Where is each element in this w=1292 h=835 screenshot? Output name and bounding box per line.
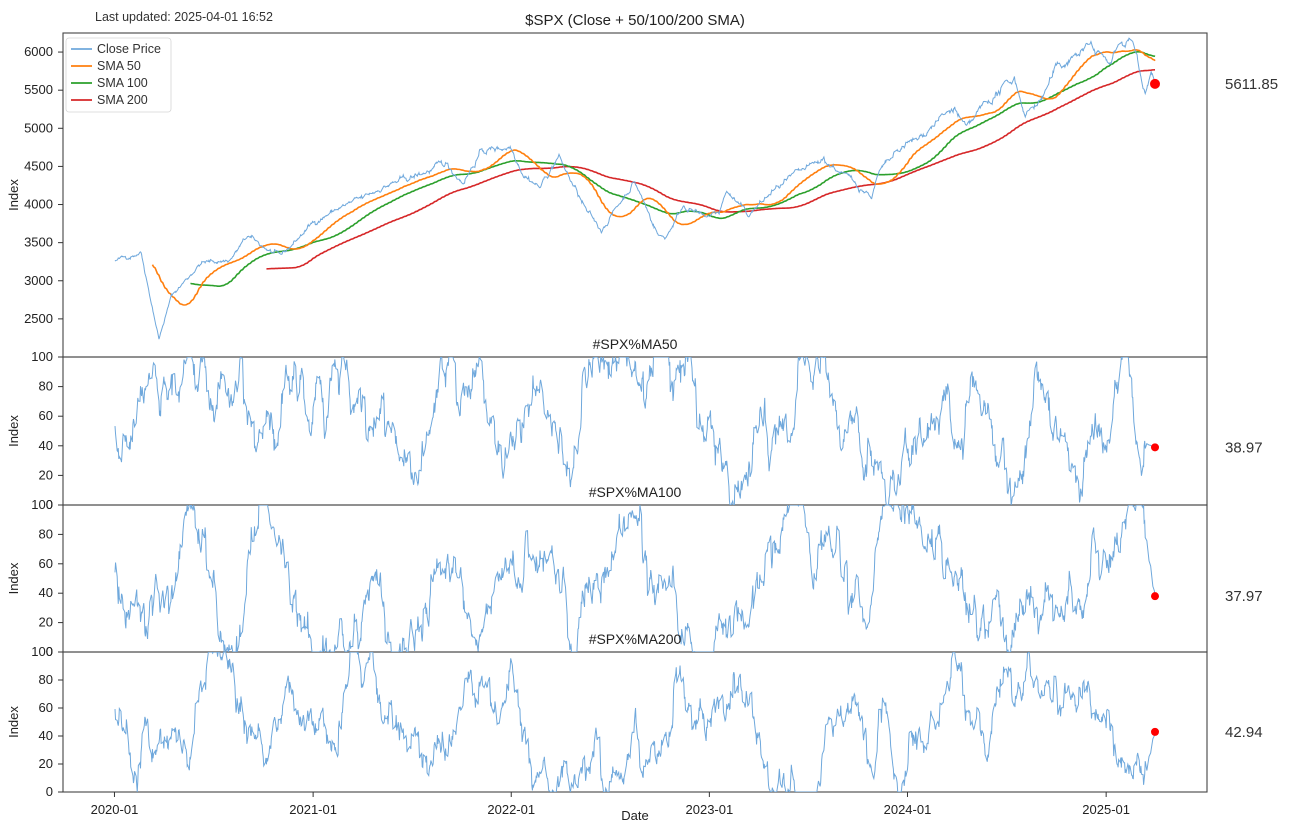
svg-text:2023-01: 2023-01 xyxy=(686,802,734,817)
svg-text:38.97: 38.97 xyxy=(1225,439,1263,456)
svg-text:5611.85: 5611.85 xyxy=(1225,76,1278,93)
svg-text:40: 40 xyxy=(39,585,53,600)
svg-text:20: 20 xyxy=(39,756,53,771)
svg-text:60: 60 xyxy=(39,556,53,571)
svg-text:37.97: 37.97 xyxy=(1225,588,1263,605)
svg-text:60: 60 xyxy=(39,700,53,715)
svg-text:100: 100 xyxy=(31,644,53,659)
svg-text:2020-01: 2020-01 xyxy=(91,802,139,817)
svg-text:#SPX%MA100: #SPX%MA100 xyxy=(589,484,682,500)
svg-text:5000: 5000 xyxy=(24,120,53,135)
svg-text:3000: 3000 xyxy=(24,273,53,288)
svg-text:42.94: 42.94 xyxy=(1225,724,1263,741)
svg-text:SMA 200: SMA 200 xyxy=(97,93,148,107)
svg-text:SMA 100: SMA 100 xyxy=(97,76,148,90)
svg-text:Index: Index xyxy=(6,415,21,447)
svg-text:100: 100 xyxy=(31,497,53,512)
svg-text:0: 0 xyxy=(46,784,53,799)
svg-text:2500: 2500 xyxy=(24,311,53,326)
svg-text:40: 40 xyxy=(39,728,53,743)
svg-text:Last updated: 2025-04-01 16:52: Last updated: 2025-04-01 16:52 xyxy=(95,10,273,24)
svg-text:#SPX%MA50: #SPX%MA50 xyxy=(593,336,678,352)
svg-text:Close Price: Close Price xyxy=(97,42,161,56)
svg-text:3500: 3500 xyxy=(24,235,53,250)
svg-text:2022-01: 2022-01 xyxy=(487,802,535,817)
svg-text:4500: 4500 xyxy=(24,158,53,173)
svg-text:SMA 50: SMA 50 xyxy=(97,59,141,73)
svg-text:20: 20 xyxy=(39,467,53,482)
svg-text:Date: Date xyxy=(621,808,648,823)
svg-text:40: 40 xyxy=(39,438,53,453)
svg-text:6000: 6000 xyxy=(24,44,53,59)
svg-text:2025-01: 2025-01 xyxy=(1082,802,1130,817)
svg-text:5500: 5500 xyxy=(24,82,53,97)
svg-text:60: 60 xyxy=(39,408,53,423)
svg-text:2024-01: 2024-01 xyxy=(884,802,932,817)
svg-text:4000: 4000 xyxy=(24,197,53,212)
svg-text:100: 100 xyxy=(31,349,53,364)
svg-text:$SPX (Close + 50/100/200 SMA): $SPX (Close + 50/100/200 SMA) xyxy=(525,12,745,29)
svg-text:Index: Index xyxy=(6,179,21,211)
svg-text:80: 80 xyxy=(39,379,53,394)
svg-text:Index: Index xyxy=(6,562,21,594)
svg-text:2021-01: 2021-01 xyxy=(289,802,337,817)
svg-text:20: 20 xyxy=(39,615,53,630)
svg-text:#SPX%MA200: #SPX%MA200 xyxy=(589,631,682,647)
svg-text:80: 80 xyxy=(39,672,53,687)
svg-text:80: 80 xyxy=(39,526,53,541)
svg-text:Index: Index xyxy=(6,706,21,738)
